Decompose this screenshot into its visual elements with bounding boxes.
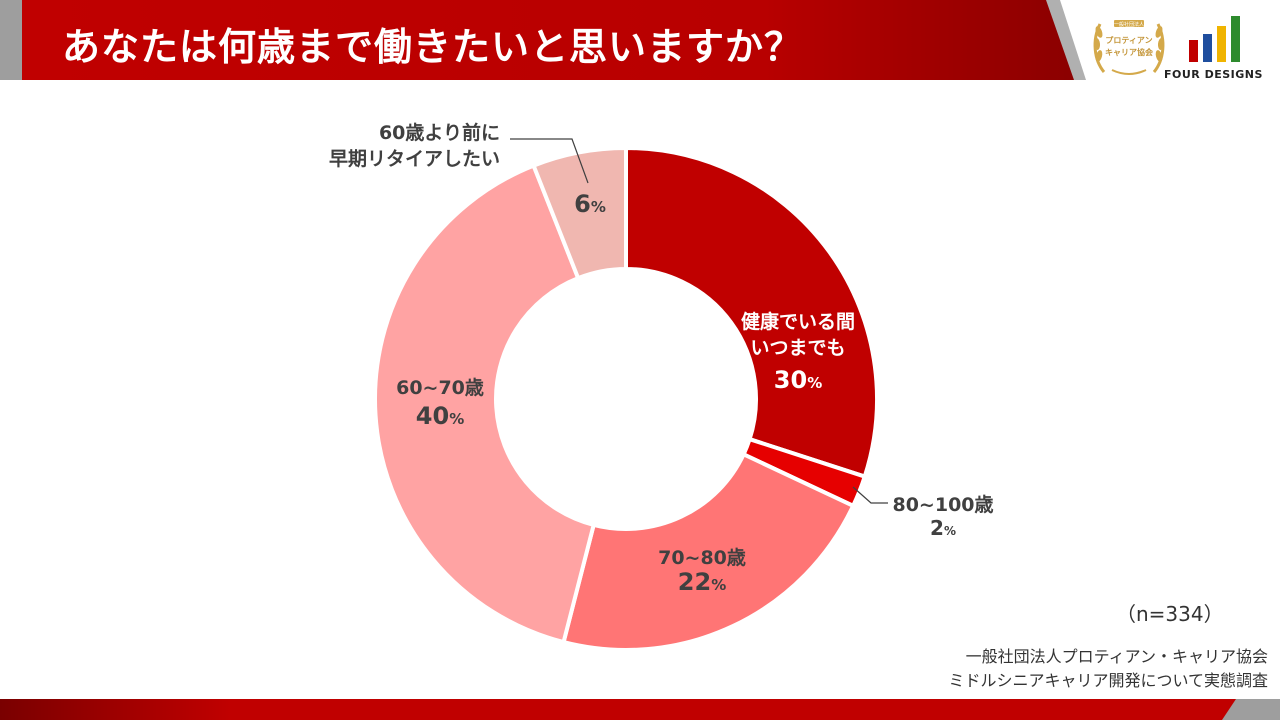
slice-label-line: 早期リタイアしたい (329, 148, 500, 170)
leader-line (510, 138, 589, 184)
slice-label-line: 健康でいる間 (741, 310, 855, 333)
slice-value-unit: % (711, 576, 726, 594)
seal-text-bottom: キャリア協会 (1105, 47, 1153, 57)
sample-size-note: （n=334） (1116, 602, 1224, 626)
brand-name: FOUR DESIGNS (1164, 68, 1263, 81)
slice-value-label: 6% (574, 190, 606, 218)
footer-bar (0, 699, 1280, 720)
slice-value-label: 40% (416, 402, 464, 430)
donut-slice (624, 145, 879, 480)
page-title: あなたは何歳まで働きたいと思いますか？ (62, 25, 804, 69)
source-line-2: ミドルシニアキャリア開発について実態調査 (948, 671, 1268, 690)
slice-value-unit: % (449, 410, 464, 428)
donut-slice (561, 451, 856, 652)
slice-label-line: 80~100歳 (892, 494, 993, 516)
slice-value-number: 2 (930, 516, 944, 540)
slice-label-line: 60歳より前に (379, 121, 500, 144)
slice-value-number: 30 (774, 366, 807, 394)
footer-accent (1222, 699, 1280, 720)
slice-label-line: 60~70歳 (396, 377, 484, 399)
donut-slice (373, 163, 597, 645)
slice-category-label: 80~100歳 (892, 494, 993, 516)
slice-value-number: 22 (678, 568, 711, 596)
seal-text-mid: プロティアン (1105, 35, 1152, 45)
slice-category-label: 70~80歳 (658, 547, 746, 569)
donut-slices (373, 145, 879, 652)
header-left-strip (0, 0, 22, 80)
slice-category-label: 健康でいる間いつまでも (741, 310, 855, 359)
leader-lines (510, 138, 888, 504)
slice-value-unit: % (591, 198, 606, 216)
slice-label-line: 70~80歳 (658, 547, 746, 569)
source-line-1: 一般社団法人プロティアン・キャリア協会 (965, 647, 1268, 666)
slice-value-number: 6 (574, 190, 591, 218)
leader-line (852, 486, 888, 504)
slice-label-line: いつまでも (750, 337, 845, 359)
slice-value-unit: % (944, 524, 956, 538)
slice-value-label: 22% (678, 568, 726, 596)
slice-category-label: 60~70歳 (396, 377, 484, 399)
slice-value-label: 2% (930, 516, 956, 540)
slice-value-number: 40 (416, 402, 449, 430)
slice-value-unit: % (807, 374, 822, 392)
title-bar (22, 0, 1082, 80)
four-designs-logo-icon (1189, 16, 1240, 62)
donut-slice (531, 145, 628, 281)
association-seal-icon: 一般社団法人 プロティアン キャリア協会 (1093, 20, 1165, 75)
slice-value-label: 30% (774, 366, 822, 394)
seal-text-top: 一般社団法人 (1114, 21, 1144, 28)
slice-category-label: 60歳より前に早期リタイアしたい (329, 121, 500, 170)
